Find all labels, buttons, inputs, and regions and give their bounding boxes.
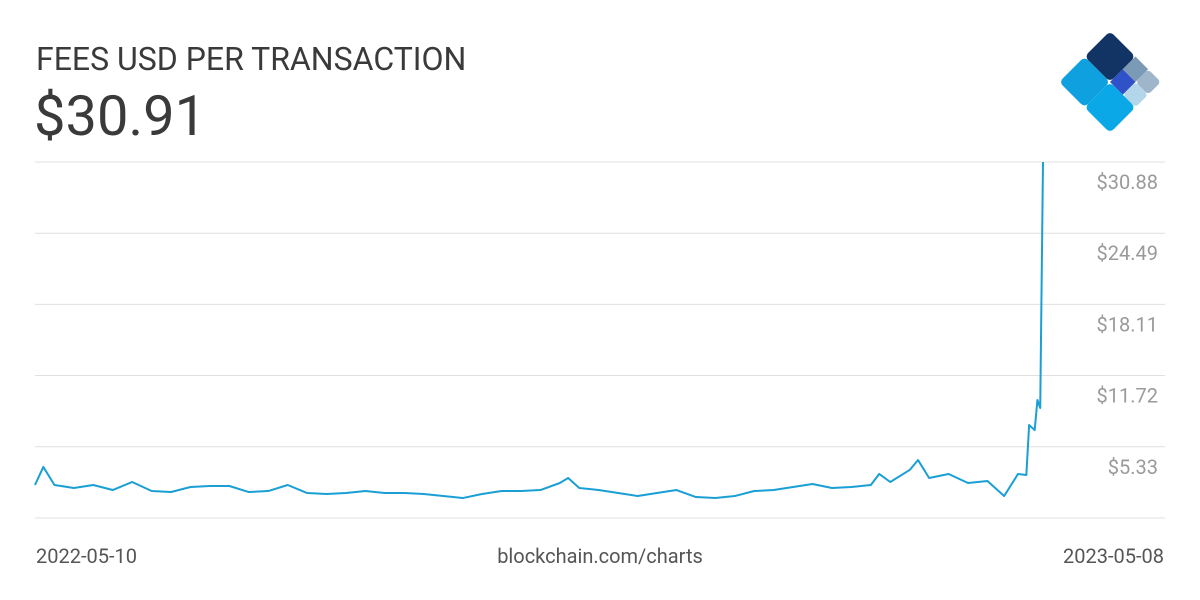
x-end-label: 2023-05-08 <box>1063 544 1164 568</box>
source-label: blockchain.com/charts <box>497 544 703 568</box>
series-line <box>34 162 1044 500</box>
y-tick-label: $11.72 <box>1097 384 1158 408</box>
x-start-label: 2022-05-10 <box>36 544 137 568</box>
plot-area <box>34 162 1044 500</box>
chart-title: FEES USD PER TRANSACTION <box>36 40 466 78</box>
headline-value: $30.91 <box>34 83 206 149</box>
y-tick-label: $5.33 <box>1108 455 1158 479</box>
logo <box>1061 33 1160 131</box>
y-tick-label: $24.49 <box>1097 241 1158 265</box>
y-tick-label: $18.11 <box>1097 312 1158 336</box>
y-tick-label: $30.88 <box>1097 170 1158 194</box>
